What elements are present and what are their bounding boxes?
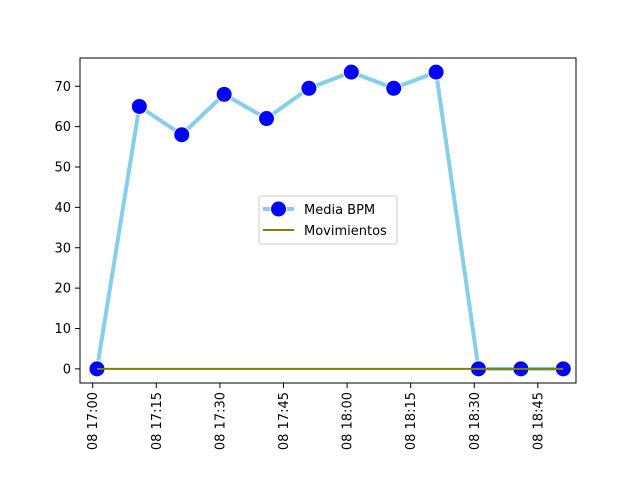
legend-label-media-bpm: Media BPM [304, 203, 375, 218]
y-axis: 0 10 20 30 40 50 60 70 [54, 80, 80, 377]
data-point-media-bpm [300, 79, 318, 97]
axes-frame [79, 57, 577, 384]
x-tick-label: 08 18:45 [531, 392, 546, 450]
legend: Media BPM Movimientos [258, 195, 398, 245]
y-tick-label: 40 [54, 201, 71, 216]
y-tick-label: 10 [54, 322, 71, 337]
x-tick-label: 08 17:00 [86, 392, 101, 450]
y-tick-label: 20 [54, 282, 71, 297]
x-tick-label: 08 17:30 [213, 392, 228, 450]
data-point-media-bpm [342, 63, 360, 81]
x-tick-label: 08 17:15 [150, 392, 165, 450]
data-point-media-bpm [258, 110, 276, 128]
data-point-media-bpm [215, 85, 233, 103]
x-tick-label: 08 18:00 [341, 392, 356, 450]
y-tick-label: 30 [54, 241, 71, 256]
data-point-media-bpm [173, 126, 191, 144]
data-point-media-bpm [385, 79, 403, 97]
y-tick-label: 0 [63, 362, 71, 377]
legend-marker-media-bpm [270, 200, 287, 218]
y-tick-label: 70 [54, 80, 71, 95]
x-tick-label: 08 18:30 [468, 392, 483, 450]
y-tick-label: 50 [54, 161, 71, 176]
x-tick-label: 08 17:45 [277, 392, 292, 450]
data-point-media-bpm [130, 97, 148, 115]
x-axis: 08 17:00 08 17:15 08 17:30 08 17:45 08 18:00… [86, 383, 546, 450]
data-point-media-bpm [427, 63, 445, 81]
x-tick-label: 08 18:15 [404, 392, 419, 450]
plot-area [88, 63, 572, 378]
y-tick-label: 60 [54, 120, 71, 135]
legend-label-movimientos: Movimientos [304, 224, 387, 239]
